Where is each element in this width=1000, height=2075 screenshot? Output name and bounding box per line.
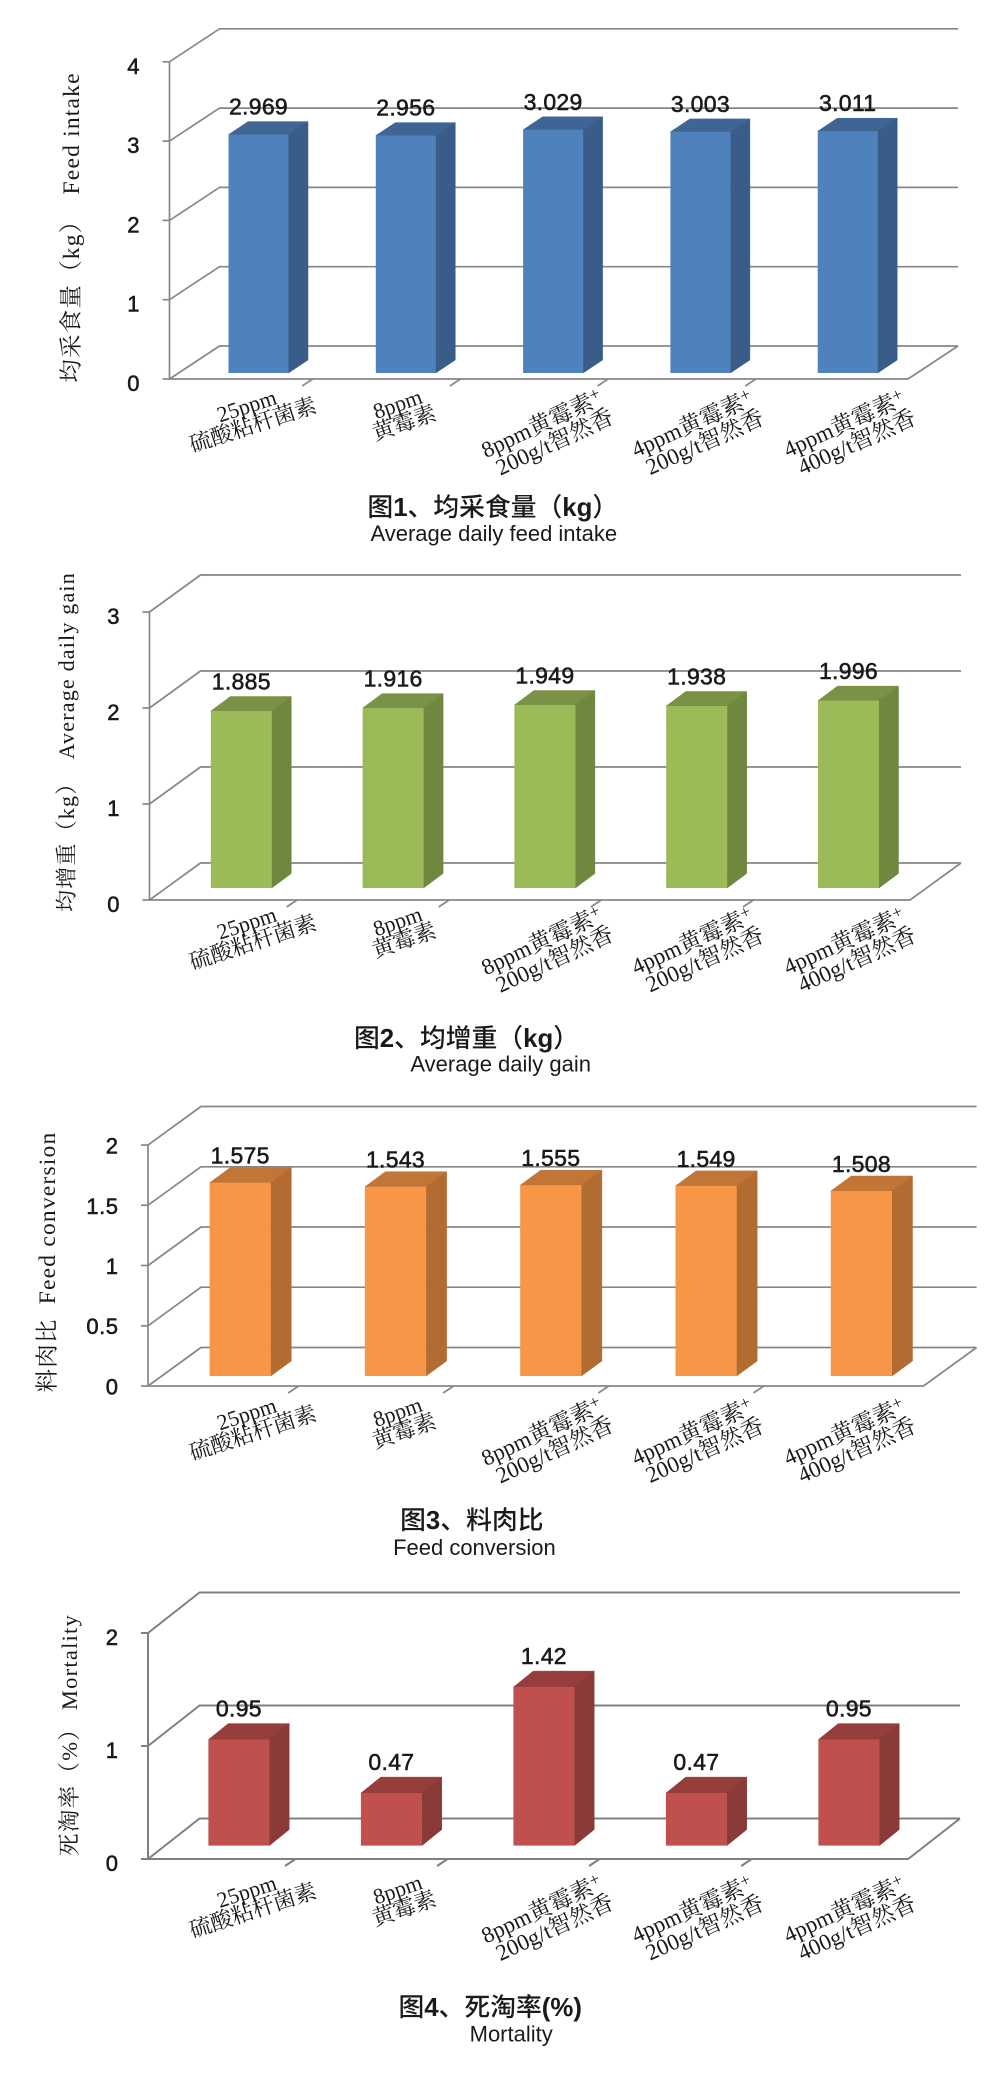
svg-text:kg: kg (562, 494, 592, 522)
svg-text:1: 1 (127, 292, 140, 317)
svg-text:0: 0 (107, 892, 120, 917)
svg-text:2: 2 (127, 212, 140, 237)
svg-text:0.47: 0.47 (673, 1749, 719, 1775)
svg-text:kg: kg (59, 233, 85, 259)
svg-text:1: 1 (106, 1738, 119, 1763)
svg-text:2: 2 (380, 1025, 394, 1053)
svg-text:1.555: 1.555 (521, 1145, 580, 1171)
svg-text:3.003: 3.003 (671, 91, 730, 117)
svg-text:1.916: 1.916 (364, 666, 423, 692)
svg-text:1.543: 1.543 (366, 1147, 425, 1173)
svg-text:1.938: 1.938 (667, 664, 726, 690)
svg-text:0.95: 0.95 (826, 1696, 872, 1722)
svg-text:Average daily gain: Average daily gain (54, 572, 79, 772)
svg-text:1.949: 1.949 (515, 663, 574, 689)
svg-text:3: 3 (107, 604, 120, 629)
svg-text:4: 4 (127, 54, 140, 79)
svg-text:1: 1 (106, 1254, 119, 1279)
svg-text:%: % (57, 1741, 82, 1761)
svg-text:kg: kg (54, 795, 79, 819)
svg-text:1.549: 1.549 (677, 1146, 736, 1172)
svg-text:3: 3 (127, 133, 140, 158)
svg-text:0.5: 0.5 (86, 1314, 118, 1339)
svg-text:0.47: 0.47 (368, 1749, 414, 1775)
svg-text:2: 2 (107, 700, 120, 725)
svg-text:Average daily gain: Average daily gain (410, 1052, 591, 1077)
svg-text:2: 2 (106, 1625, 119, 1650)
svg-text:3: 3 (426, 1507, 440, 1535)
svg-text:3.011: 3.011 (819, 90, 876, 116)
svg-text:2: 2 (106, 1134, 119, 1159)
svg-text:Feed intake: Feed intake (59, 72, 85, 208)
svg-text:3.029: 3.029 (524, 89, 583, 115)
svg-text:kg: kg (523, 1025, 553, 1053)
svg-text:Average daily feed intake: Average daily feed intake (370, 521, 617, 546)
svg-text:1.5: 1.5 (86, 1194, 118, 1219)
svg-text:Feed conversion: Feed conversion (35, 1132, 61, 1319)
svg-text:0.95: 0.95 (216, 1696, 262, 1722)
svg-text:0: 0 (106, 1375, 119, 1400)
svg-text:1: 1 (107, 796, 120, 821)
svg-text:1.996: 1.996 (819, 658, 878, 684)
svg-text:1: 1 (393, 494, 407, 522)
svg-text:1.885: 1.885 (212, 669, 271, 695)
svg-text:Mortality: Mortality (470, 2021, 553, 2046)
svg-text:1.575: 1.575 (211, 1143, 270, 1169)
svg-text:1.508: 1.508 (832, 1151, 891, 1177)
svg-text:4: 4 (424, 1994, 439, 2022)
svg-text:2.956: 2.956 (376, 95, 435, 121)
svg-text:1.42: 1.42 (521, 1643, 567, 1669)
svg-text:0: 0 (127, 371, 140, 396)
svg-text:0: 0 (106, 1851, 119, 1876)
svg-text:2.969: 2.969 (229, 94, 288, 120)
svg-text:Mortality: Mortality (57, 1614, 82, 1717)
svg-text:Feed conversion: Feed conversion (393, 1535, 556, 1560)
svg-text:(%): (%) (542, 1994, 582, 2022)
